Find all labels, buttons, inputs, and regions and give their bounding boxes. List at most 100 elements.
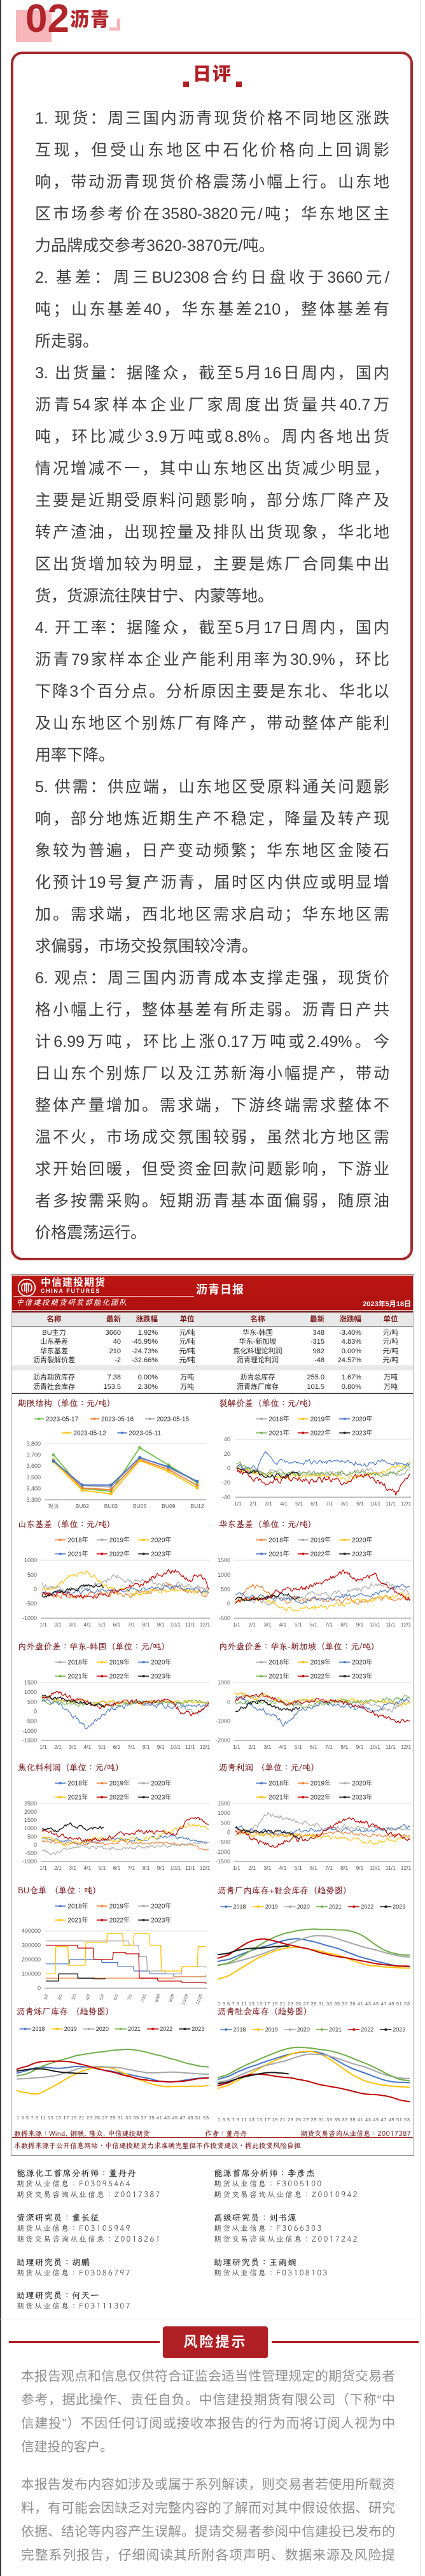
- svg-text:0: 0: [34, 1709, 37, 1715]
- svg-text:2/1: 2/1: [57, 1993, 64, 2001]
- svg-text:-500: -500: [25, 1600, 37, 1607]
- svg-text:华东基差（单位：元/吨）: 华东基差（单位：元/吨）: [219, 1519, 316, 1530]
- svg-text:7/1: 7/1: [325, 1865, 333, 1871]
- svg-text:3/1: 3/1: [69, 1744, 76, 1750]
- svg-text:3/1: 3/1: [263, 1621, 271, 1628]
- svg-text:2019年: 2019年: [310, 1658, 331, 1667]
- svg-text:2/1: 2/1: [248, 1865, 256, 1871]
- svg-text:11/1: 11/1: [185, 1744, 195, 1750]
- svg-text:100000: 100000: [22, 1971, 41, 1977]
- svg-text:2020年: 2020年: [151, 1536, 171, 1544]
- svg-text:12/1: 12/1: [401, 1621, 412, 1628]
- svg-text:2022年: 2022年: [310, 1793, 331, 1802]
- svg-text:BU09: BU09: [162, 1503, 176, 1509]
- svg-text:0: 0: [34, 1842, 37, 1848]
- svg-text:0: 0: [38, 1985, 41, 1991]
- svg-text:2022: 2022: [160, 2026, 172, 2032]
- svg-text:2/1: 2/1: [248, 1744, 256, 1750]
- svg-text:2023年: 2023年: [352, 1429, 372, 1437]
- svg-text:5/1: 5/1: [295, 1621, 302, 1628]
- svg-text:0: 0: [34, 1586, 37, 1593]
- svg-text:2019年: 2019年: [109, 1536, 130, 1544]
- svg-text:2019: 2019: [64, 2026, 77, 2032]
- svg-text:BU仓单 （单位：吨）: BU仓单 （单位：吨）: [18, 1885, 101, 1896]
- svg-text:10/1: 10/1: [370, 1621, 380, 1628]
- svg-text:500: 500: [27, 1833, 37, 1840]
- svg-text:7/1: 7/1: [325, 1621, 333, 1628]
- svg-text:6/1: 6/1: [310, 1865, 317, 1871]
- svg-text:-1000: -1000: [22, 1728, 37, 1734]
- svg-text:2019年: 2019年: [109, 1779, 130, 1788]
- svg-text:1 3 5 7 9 11 13 15 17 19 21 23: 1 3 5 7 9 11 13 15 17 19 21 23 25 27 29 …: [17, 2115, 209, 2121]
- svg-text:4/1: 4/1: [279, 1744, 287, 1750]
- svg-text:8/1: 8/1: [143, 1865, 150, 1871]
- svg-text:-1000: -1000: [216, 1849, 230, 1855]
- svg-text:2/1: 2/1: [248, 1621, 256, 1628]
- svg-text:2021: 2021: [329, 2026, 342, 2033]
- svg-text:3,300: 3,300: [26, 1497, 41, 1503]
- svg-text:2023年: 2023年: [352, 1793, 372, 1802]
- svg-text:3/1: 3/1: [69, 1621, 76, 1628]
- svg-text:2019年: 2019年: [109, 1658, 130, 1667]
- svg-text:20: 20: [224, 1451, 230, 1457]
- svg-text:2023: 2023: [393, 2026, 405, 2033]
- svg-text:BU03: BU03: [104, 1503, 118, 1509]
- svg-text:沥青厂内库存+社会库存（趋势图）: 沥青厂内库存+社会库存（趋势图）: [218, 1885, 352, 1896]
- svg-text:10/29: 10/29: [181, 1993, 190, 2005]
- svg-text:2021年: 2021年: [67, 1916, 88, 1925]
- svg-text:4/1: 4/1: [83, 1621, 91, 1628]
- svg-text:裂解价差（单位：元/吨）: 裂解价差（单位：元/吨）: [219, 1398, 316, 1409]
- svg-text:2018年: 2018年: [67, 1536, 88, 1544]
- svg-text:2022年: 2022年: [310, 1429, 331, 1437]
- svg-text:2023: 2023: [393, 1904, 405, 1910]
- svg-text:11/1: 11/1: [386, 1865, 396, 1871]
- svg-text:10/1: 10/1: [171, 1744, 181, 1750]
- svg-text:1500: 1500: [218, 1800, 230, 1807]
- svg-text:2022年: 2022年: [109, 1672, 130, 1681]
- svg-text:2020年: 2020年: [352, 1415, 372, 1423]
- svg-text:2023-05-15: 2023-05-15: [157, 1416, 190, 1423]
- svg-text:6/1: 6/1: [310, 1621, 317, 1628]
- svg-text:2021年: 2021年: [67, 1672, 88, 1681]
- svg-text:BU12: BU12: [190, 1503, 204, 1509]
- svg-text:2021年: 2021年: [268, 1429, 289, 1437]
- svg-text:1/1: 1/1: [39, 1865, 47, 1871]
- svg-text:2/1: 2/1: [54, 1744, 62, 1750]
- svg-text:400000: 400000: [22, 1928, 41, 1934]
- svg-text:2018年: 2018年: [268, 1658, 289, 1667]
- svg-text:2/1: 2/1: [54, 1865, 62, 1871]
- svg-text:12/1: 12/1: [200, 1865, 211, 1871]
- svg-text:6/1: 6/1: [113, 1744, 121, 1750]
- svg-text:10/1: 10/1: [370, 1865, 380, 1871]
- svg-text:2018: 2018: [233, 1904, 246, 1910]
- svg-text:现货: 现货: [48, 1503, 59, 1510]
- svg-text:1000: 1000: [218, 1810, 230, 1816]
- svg-text:8/30: 8/30: [155, 1993, 162, 2003]
- svg-text:-500: -500: [25, 1850, 37, 1856]
- svg-text:12/1: 12/1: [401, 1865, 412, 1871]
- svg-text:2018年: 2018年: [268, 1779, 289, 1788]
- svg-text:沥青炼厂库存 （趋势图）: 沥青炼厂库存 （趋势图）: [17, 2006, 114, 2017]
- svg-text:-1000: -1000: [216, 1718, 230, 1725]
- svg-text:2020: 2020: [297, 2026, 310, 2033]
- svg-text:2019年: 2019年: [310, 1536, 331, 1544]
- svg-text:500: 500: [221, 1819, 230, 1826]
- svg-text:2022年: 2022年: [109, 1550, 130, 1558]
- svg-text:-500: -500: [219, 1615, 230, 1621]
- svg-text:2020年: 2020年: [352, 1536, 372, 1544]
- svg-text:1000: 1000: [218, 1572, 230, 1578]
- svg-text:7/1: 7/1: [128, 1865, 136, 1871]
- svg-text:6/1: 6/1: [310, 1500, 318, 1507]
- svg-text:2018年: 2018年: [67, 1902, 88, 1911]
- svg-text:2019: 2019: [265, 2026, 278, 2033]
- svg-text:2022年: 2022年: [109, 1916, 130, 1925]
- svg-text:2000: 2000: [24, 1809, 37, 1815]
- svg-text:-1500: -1500: [22, 1737, 37, 1744]
- svg-text:2021: 2021: [128, 2026, 141, 2032]
- svg-text:2023年: 2023年: [151, 1672, 171, 1681]
- svg-text:1 3 5 7 9 11 13 15 17 19 21 23: 1 3 5 7 9 11 13 15 17 19 21 23 25 27 29 …: [218, 2001, 410, 2007]
- svg-text:5/1: 5/1: [98, 1865, 106, 1871]
- svg-text:1/2: 1/2: [43, 1993, 50, 2001]
- svg-text:6/1: 6/1: [310, 1744, 317, 1750]
- svg-text:1000: 1000: [24, 1557, 37, 1563]
